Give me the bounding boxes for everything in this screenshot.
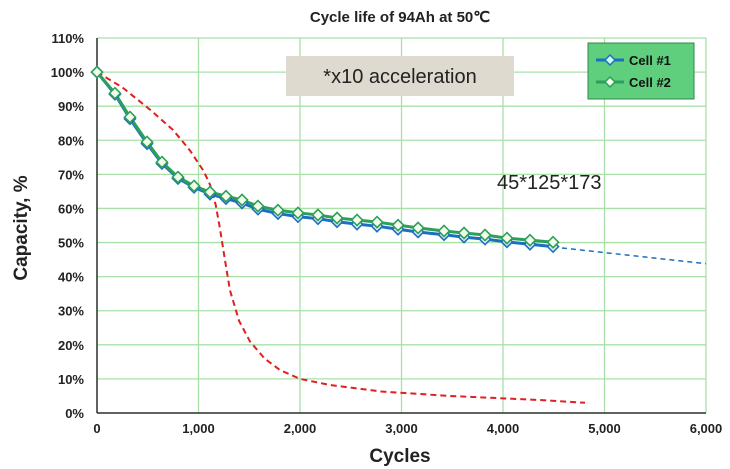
- y-tick-label: 90%: [58, 99, 84, 114]
- data-point-cell2: [411, 221, 425, 235]
- data-point-cell2: [90, 65, 104, 79]
- legend-label-cell2: Cell #2: [629, 75, 671, 90]
- y-tick-label: 100%: [51, 65, 85, 80]
- x-tick-label: 6,000: [690, 421, 723, 436]
- data-point-cell2: [140, 135, 154, 149]
- data-point-cell2: [123, 110, 137, 124]
- data-point-cell2: [271, 203, 285, 217]
- data-point-cell2: [171, 170, 185, 184]
- series-line-3: [552, 246, 707, 265]
- y-tick-label: 70%: [58, 167, 84, 182]
- data-point-cell2: [546, 235, 560, 249]
- x-tick-label: 5,000: [588, 421, 621, 436]
- annotation-dimensions: 45*125*173: [497, 172, 602, 194]
- x-axis-label: Cycles: [369, 446, 430, 467]
- y-tick-label: 30%: [58, 304, 84, 319]
- y-tick-label: 60%: [58, 201, 84, 216]
- x-tick-label: 3,000: [385, 421, 418, 436]
- annotation-acceleration: *x10 acceleration: [323, 66, 476, 88]
- x-tick-label: 0: [93, 421, 100, 436]
- y-tick-label: 40%: [58, 270, 84, 285]
- data-point-cell2: [311, 208, 325, 222]
- y-tick-label: 20%: [58, 338, 84, 353]
- data-point-cell2: [478, 228, 492, 242]
- chart-title: Cycle life of 94Ah at 50℃: [310, 9, 490, 26]
- x-tick-label: 4,000: [487, 421, 520, 436]
- x-tick-label: 1,000: [182, 421, 215, 436]
- legend-marker-cell1: [603, 53, 617, 67]
- data-point-cell2: [219, 189, 233, 203]
- data-point-cell2: [235, 193, 249, 207]
- data-point-cell2: [391, 218, 405, 232]
- series-line-2: [96, 71, 586, 404]
- data-point-cell2: [457, 226, 471, 240]
- data-point-cell2: [203, 185, 217, 199]
- legend-label-cell1: Cell #1: [629, 53, 671, 68]
- y-tick-label: 50%: [58, 236, 84, 251]
- data-point-cell2: [251, 199, 265, 213]
- data-point-cell2: [108, 86, 122, 100]
- legend: Cell #1 Cell #2: [587, 42, 695, 100]
- y-axis-label: Capacity, %: [11, 175, 32, 280]
- series-line-1: [95, 71, 554, 244]
- legend-marker-cell2: [603, 75, 617, 89]
- data-point-cell2: [291, 206, 305, 220]
- data-point-cell2: [350, 213, 364, 227]
- annotation-box: [286, 56, 514, 96]
- y-tick-label: 80%: [58, 133, 84, 148]
- y-tick-label: 110%: [51, 31, 84, 46]
- data-point-cell2: [523, 233, 537, 247]
- data-point-cell2: [155, 155, 169, 169]
- data-point-cell2: [330, 211, 344, 225]
- data-point-cell2: [500, 231, 514, 245]
- y-tick-label: 0%: [65, 406, 84, 421]
- data-point-cell2: [370, 215, 384, 229]
- x-tick-label: 2,000: [284, 421, 317, 436]
- y-tick-label: 10%: [58, 372, 84, 387]
- data-point-cell2: [187, 179, 201, 193]
- data-point-cell2: [437, 224, 451, 238]
